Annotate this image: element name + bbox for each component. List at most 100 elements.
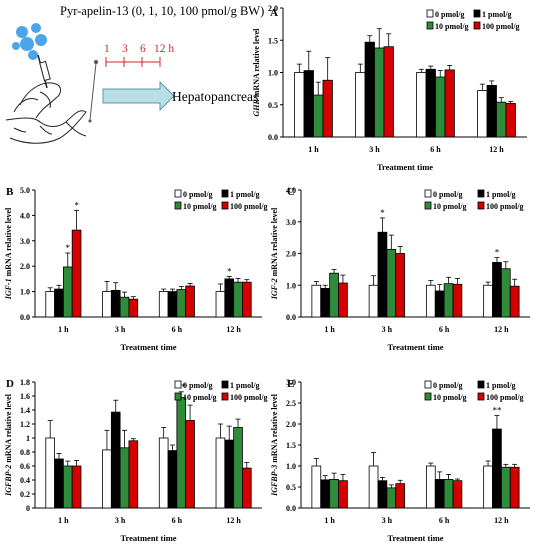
x-tick-label: 3 h (382, 516, 393, 525)
bar (233, 427, 243, 509)
bar (505, 103, 516, 138)
x-tick-label: 6 h (439, 325, 450, 334)
bar (496, 101, 507, 138)
legend-label: 1 pmol/g (486, 381, 516, 390)
bar (452, 283, 463, 318)
bar (383, 46, 394, 138)
y-axis-label: GHR mRNA relative level (252, 28, 261, 117)
bar (102, 449, 112, 509)
timeline-tick-1: 1 (104, 43, 110, 55)
bar (128, 298, 139, 318)
x-tick-label: 1 h (324, 325, 335, 334)
significance-mark: * (380, 208, 385, 218)
bar (320, 479, 331, 509)
legend-swatch (473, 9, 481, 18)
bar (338, 282, 348, 318)
legend-label: 0 pmol/g (183, 190, 213, 199)
bar (368, 284, 379, 318)
legend-swatch (424, 392, 432, 401)
bar (329, 272, 339, 318)
y-tick-label: 2.0 (268, 4, 278, 13)
bar (110, 289, 121, 318)
bar (395, 483, 406, 509)
legend-label: 100 pmol/g (230, 202, 268, 211)
x-tick-label: 6 h (439, 516, 450, 525)
y-tick-label: 1.5 (286, 441, 296, 450)
bar (483, 284, 493, 318)
bar (386, 487, 397, 509)
bar (492, 261, 502, 318)
y-axis-label: IGF-1 mRNA relative level (4, 207, 13, 300)
legend-swatch (174, 392, 182, 401)
y-tick-label: 1.0 (286, 462, 296, 471)
bar (425, 284, 436, 318)
y-tick-label: 3.0 (20, 237, 30, 246)
y-tick-label: 2.0 (286, 420, 296, 429)
legend-label: 10 pmol/g (433, 393, 467, 402)
y-tick-label: 1.2 (20, 420, 30, 429)
significance-mark: ** (177, 382, 187, 392)
y-tick-label: 0.5 (286, 483, 296, 492)
y-tick-label: 4.0 (20, 211, 30, 220)
legend-swatch (174, 380, 182, 389)
legend-label: 100 pmol/g (482, 22, 520, 31)
bar (62, 266, 73, 318)
y-tick-label: 2.0 (20, 262, 30, 271)
legend-label: 1 pmol/g (230, 190, 260, 199)
y-tick-label: 1.6 (20, 392, 30, 401)
legend-swatch (426, 21, 434, 30)
x-tick-label: 6 h (172, 516, 183, 525)
bar (119, 447, 130, 509)
bar (54, 288, 64, 318)
legend-swatch (221, 189, 229, 198)
bar (377, 231, 388, 318)
significance-mark: * (495, 248, 500, 258)
legend-label: 0 pmol/g (435, 10, 465, 19)
legend-label: 10 pmol/g (183, 202, 217, 211)
y-axis-label: IGF-2 mRNA relative level (270, 207, 279, 300)
x-axis-label: Treatment time (387, 342, 443, 352)
bar (509, 285, 520, 318)
bar (167, 291, 178, 318)
bar (483, 465, 493, 509)
legend-label: 0 pmol/g (433, 381, 463, 390)
y-tick-label: 1.0 (268, 69, 278, 78)
legend-label: 1 pmol/g (230, 381, 260, 390)
bar (395, 253, 406, 318)
timeline: 1 3 6 12 h (104, 43, 174, 67)
legend-label: 10 pmol/g (433, 202, 467, 211)
bar (110, 411, 121, 509)
bar (242, 467, 252, 509)
bar (185, 420, 195, 509)
bar (486, 85, 497, 138)
significance-mark: * (74, 200, 79, 210)
bar (452, 480, 463, 509)
x-tick-label: 1 h (308, 145, 319, 154)
x-tick-label: 6 h (430, 145, 441, 154)
bar (71, 465, 82, 509)
x-axis-label: Treatment time (377, 162, 433, 172)
bar (294, 72, 305, 138)
bar (444, 69, 455, 138)
bar (215, 437, 226, 509)
y-tick-label: 3.0 (286, 218, 296, 227)
y-tick-label: 0.0 (286, 313, 296, 322)
panel-letter: C (287, 186, 295, 198)
legend-swatch (221, 201, 229, 210)
x-tick-label: 3 h (115, 516, 126, 525)
bar (443, 283, 454, 318)
legend-label: 10 pmol/g (183, 393, 217, 402)
y-tick-label: 1.0 (286, 281, 296, 290)
y-tick-label: 2.0 (286, 250, 296, 259)
bar (102, 291, 112, 318)
bar (215, 291, 226, 318)
panel-e-igfbp3: E 0.0 0.5 1.0 1.5 2.0 2.5 3.0 IGFBP-3 mRNA relat… (270, 378, 530, 543)
panel-d-igfbp2: D 0 0.2 0.4 0.6 0.8 1 1.2 1.4 1.6 1.8 IGFBP-2 mRNA … (4, 378, 268, 543)
legend-label: 100 pmol/g (486, 202, 524, 211)
bar (435, 76, 446, 138)
y-axis-label: IGFBP-2 mRNA relative level (4, 393, 13, 497)
bar (500, 466, 511, 509)
bar (311, 284, 322, 318)
experiment-schematic: Pyr-apelin-13 (0, 1, 10, 100 pmol/g BW) (5, 4, 264, 144)
